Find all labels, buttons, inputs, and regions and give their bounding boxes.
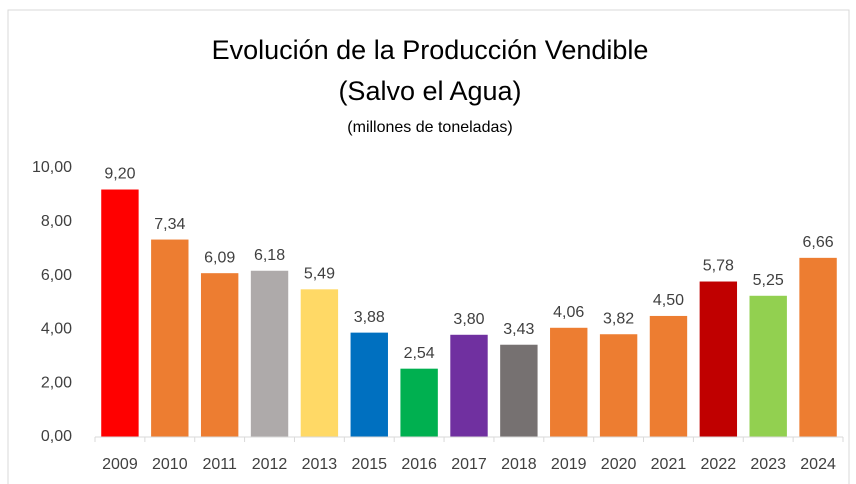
value-label: 6,66 — [802, 234, 833, 251]
value-label: 6,09 — [204, 249, 235, 266]
chart-title: Evolución de la Producción Vendible — [212, 35, 649, 65]
x-tick-label: 2015 — [351, 456, 387, 473]
y-tick-label: 10,00 — [32, 159, 72, 176]
x-tick-label: 2023 — [750, 456, 786, 473]
bar — [749, 295, 787, 437]
bar — [151, 239, 189, 437]
bar — [300, 289, 339, 437]
bar — [250, 270, 289, 437]
x-tick-label: 2021 — [651, 456, 687, 473]
bar — [101, 189, 139, 437]
bar — [500, 344, 538, 437]
y-tick-label: 2,00 — [41, 374, 72, 391]
bar — [799, 257, 837, 437]
value-label: 6,18 — [254, 247, 285, 264]
y-tick-label: 6,00 — [41, 267, 72, 284]
x-tick-label: 2018 — [501, 456, 537, 473]
x-tick-label: 2022 — [701, 456, 737, 473]
value-label: 3,80 — [453, 311, 484, 328]
bar — [649, 315, 688, 437]
value-label: 9,20 — [104, 166, 135, 183]
value-label: 2,54 — [404, 345, 435, 362]
x-tick-label: 2012 — [252, 456, 288, 473]
chart-subtitle: (millones de toneladas) — [347, 119, 512, 136]
bar — [599, 334, 638, 437]
value-label: 7,34 — [154, 216, 185, 233]
value-label: 5,25 — [753, 272, 784, 289]
bar — [550, 327, 588, 437]
value-label: 5,49 — [304, 266, 335, 283]
value-label: 3,88 — [354, 309, 385, 326]
value-label: 4,50 — [653, 292, 684, 309]
bar — [200, 273, 239, 437]
x-tick-label: 2017 — [451, 456, 487, 473]
y-tick-label: 4,00 — [41, 321, 72, 338]
chart-title: (Salvo el Agua) — [338, 76, 521, 106]
x-tick-label: 2020 — [601, 456, 637, 473]
x-tick-label: 2010 — [152, 456, 188, 473]
x-tick-label: 2024 — [800, 456, 836, 473]
value-label: 5,78 — [703, 258, 734, 275]
value-label: 4,06 — [553, 304, 584, 321]
bar — [450, 334, 488, 437]
bar — [400, 368, 438, 437]
y-tick-label: 8,00 — [41, 213, 72, 230]
x-tick-label: 2016 — [401, 456, 437, 473]
x-tick-label: 2011 — [202, 456, 237, 473]
value-label: 3,82 — [603, 310, 634, 327]
value-label: 3,43 — [503, 321, 534, 338]
x-tick-label: 2009 — [102, 456, 138, 473]
bar — [350, 332, 388, 437]
x-tick-label: 2019 — [551, 456, 587, 473]
bar — [699, 281, 738, 437]
y-tick-label: 0,00 — [41, 428, 72, 445]
x-tick-label: 2013 — [302, 456, 338, 473]
